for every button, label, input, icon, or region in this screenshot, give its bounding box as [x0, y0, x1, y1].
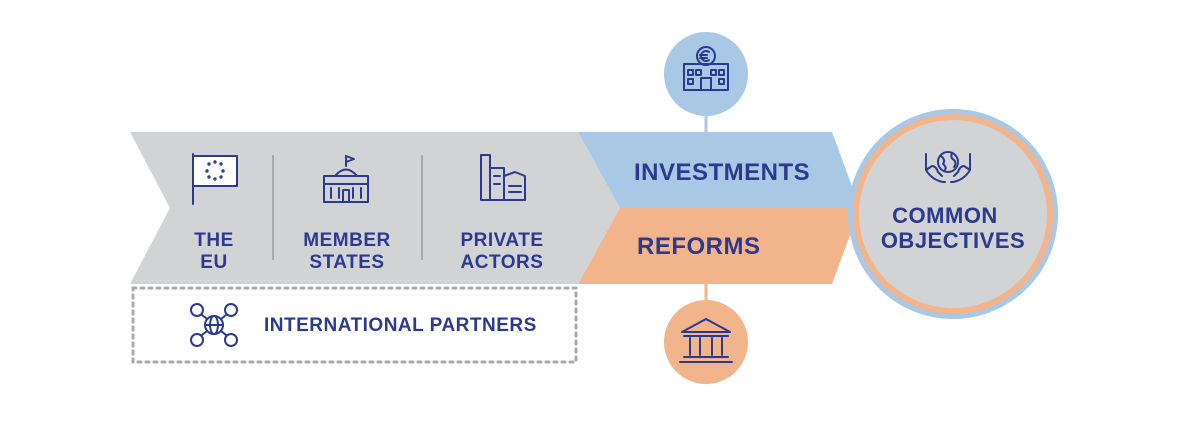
factory-icon [480, 154, 526, 201]
private-actors-label-line2: ACTORS [461, 252, 544, 273]
hands-globe-icon [925, 151, 971, 183]
the-eu-label-line2: EU [200, 252, 227, 273]
investments-band [578, 132, 860, 208]
eu-flag-icon [192, 153, 238, 205]
reforms-band [578, 208, 860, 284]
international-partners-label: INTERNATIONAL PARTNERS [264, 315, 537, 336]
objectives-circle [859, 120, 1047, 308]
member-states-label-line2: STATES [309, 252, 384, 273]
bank-euro-building-icon [683, 46, 729, 91]
investments-circle [664, 32, 748, 116]
parliament-building-icon [323, 155, 369, 203]
investments-label: INVESTMENTS [634, 159, 810, 186]
reforms-circle [664, 300, 748, 384]
international-partners-box [131, 286, 578, 364]
member-states-label-line1: MEMBER [303, 230, 390, 251]
objectives-label-line1: COMMON [892, 203, 998, 228]
globe-network-icon [190, 303, 238, 347]
classical-institution-icon [679, 318, 733, 363]
actors-arrow-band [130, 132, 620, 284]
objectives-label-line2: OBJECTIVES [881, 228, 1025, 253]
private-actors-label-line1: PRIVATE [460, 230, 543, 251]
the-eu-label-line1: THE [194, 230, 234, 251]
reforms-label: REFORMS [637, 233, 761, 260]
